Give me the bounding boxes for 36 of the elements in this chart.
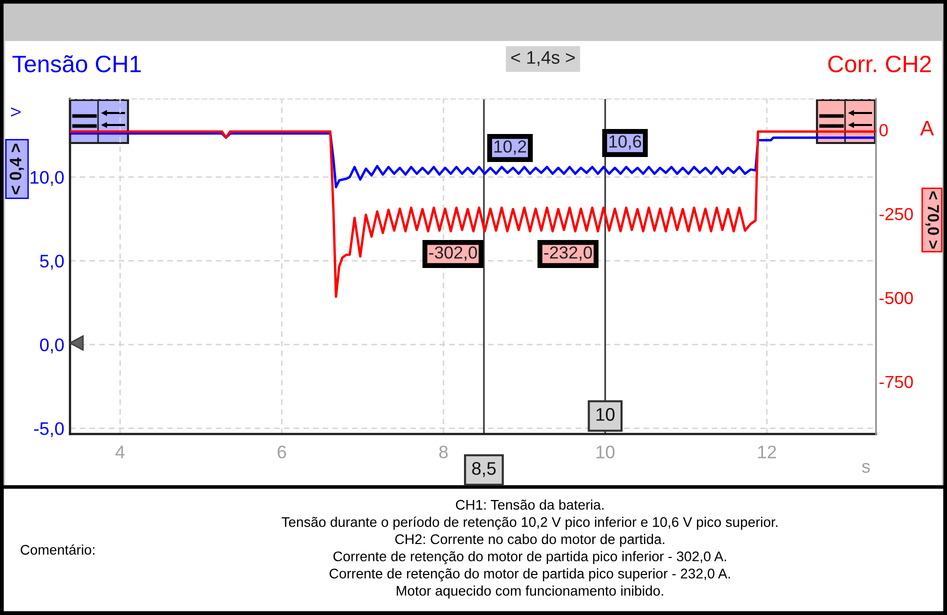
y2-tick-label: -750 <box>880 376 913 388</box>
x-tick-label: 6 <box>278 446 286 458</box>
ref-line-label: 8,5 <box>472 462 496 477</box>
line-series <box>70 130 876 298</box>
y2-tick-label: -500 <box>880 292 913 304</box>
text: V <box>11 107 21 117</box>
text: Comentário: <box>20 544 94 555</box>
text: < 1,4s > <box>511 51 575 66</box>
y-tick-label: 0,0 <box>40 338 64 354</box>
y-axis-title: Tensão CH1 <box>12 55 141 72</box>
text: CH2: Corrente no cabo do motor de partida. <box>395 534 664 547</box>
annotation: -232,0 <box>544 246 592 261</box>
annotation: -302,0 <box>429 246 477 261</box>
text: Corrente de retenção do motor de partida pico inferior - 302,0 A. <box>333 551 726 564</box>
text: < 70,0 > <box>925 191 940 249</box>
x-tick-label: 10 <box>596 446 615 458</box>
ref-line-label: 10 <box>596 408 615 421</box>
y-tick-label: 10,0 <box>30 170 64 186</box>
text: Corrente de retenção do motor de partida pico superior - 232,0 A. <box>330 568 730 582</box>
text: < 0,4 > <box>10 144 24 194</box>
x-tick-label: 4 <box>116 446 125 458</box>
y2-axis-title: Corr. CH2 <box>828 56 931 72</box>
y2-tick-label: 0 <box>879 124 888 136</box>
y2-tick-label: -250 <box>880 208 913 220</box>
x-tick-label: 12 <box>758 446 776 458</box>
text: A <box>920 121 934 136</box>
x-axis-title: s <box>862 462 870 473</box>
annotation: 10,2 <box>494 140 526 155</box>
text: Motor aquecido com funcionamento inibido. <box>396 586 664 598</box>
y-tick-label: -5,0 <box>34 422 64 438</box>
text: Tensão durante o período de retenção 10,2 V pico inferior e 10,6 V pico superior. <box>282 516 778 530</box>
x-tick-label: 8 <box>439 446 448 458</box>
text: CH1: Tensão da bateria. <box>456 500 604 510</box>
y-tick-label: 5,0 <box>40 254 64 270</box>
annotation: 10,6 <box>609 135 642 150</box>
line-series <box>70 132 876 188</box>
